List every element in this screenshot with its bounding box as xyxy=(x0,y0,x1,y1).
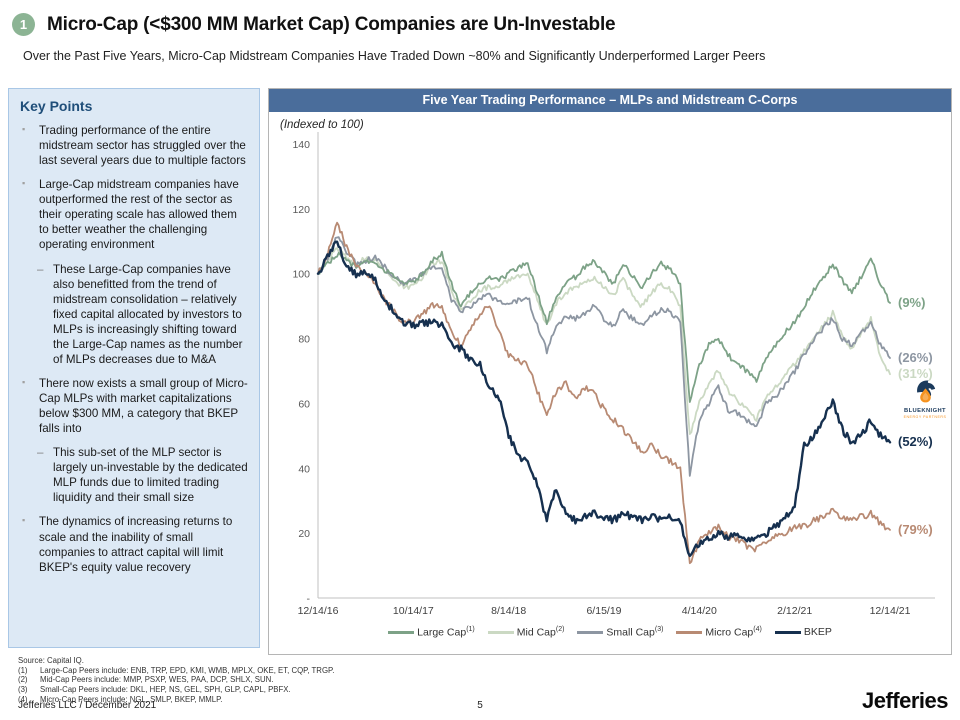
square-bullet-icon: ▪ xyxy=(22,515,26,526)
footnote-item: (2) Mid-Cap Peers include: MMP, PSXP, WES… xyxy=(18,675,274,685)
blueknight-logo-subtext: ENERGY PARTNERS xyxy=(903,414,947,419)
key-point-item: ▪ The dynamics of increasing returns to s… xyxy=(22,515,233,574)
key-point-item: ▪ Large-Cap midstream companies have outp… xyxy=(22,178,239,252)
footnote-item: (4) Micro-Cap Peers include: NGL, SMLP, B… xyxy=(18,694,223,704)
chart-axis-note: (Indexed to 100) xyxy=(280,119,364,131)
end-label-mid-cap: (31%) xyxy=(898,366,933,382)
blueknight-logo-name: BLUEKNIGHT xyxy=(904,408,946,414)
jefferies-logo: Jefferies xyxy=(861,688,949,713)
y-tick-label: 20 xyxy=(298,528,310,540)
y-zero-label: - xyxy=(307,593,311,605)
chart-legend: Large Cap(1) Mid Cap(2) Small Cap(3) Micro … xyxy=(269,626,951,639)
x-tick-label: 8/14/18 xyxy=(491,605,526,617)
blueknight-horse-icon xyxy=(916,380,935,403)
legend-swatch-icon xyxy=(676,630,703,634)
y-tick-label: 100 xyxy=(292,269,310,281)
chart-plot: 140 120 100 80 60 40 20 -12/14/16 10/14/17 8/14/1… xyxy=(292,132,935,617)
slide-number-badge: 1 xyxy=(12,13,35,36)
legend-label: Large Cap(1) xyxy=(417,626,475,639)
title-row: 1 Micro-Cap (<$300 MM Market Cap) Compan… xyxy=(12,13,616,36)
footnote-item: (3) Small-Cap Peers include: DKL, HEP, NS… xyxy=(18,685,291,695)
key-points-panel: Key Points ▪ Trading performance of the e… xyxy=(8,88,260,648)
x-tick-label: 12/14/16 xyxy=(298,605,339,617)
key-point-item: ▪ Trading performance of the entire midst… xyxy=(22,124,246,168)
series-line-micro-cap xyxy=(317,221,891,565)
legend-swatch-icon xyxy=(487,630,514,634)
square-bullet-icon: ▪ xyxy=(22,178,26,189)
y-tick-label: 60 xyxy=(298,398,310,410)
page-number: 5 xyxy=(477,700,483,711)
series-line-small-cap xyxy=(317,236,891,477)
footer-company-date: Jefferies LLC / December 2021 xyxy=(18,700,157,711)
dash-bullet-icon: – xyxy=(37,446,44,460)
legend-label: BKEP xyxy=(803,626,832,639)
legend-swatch-icon xyxy=(577,630,604,634)
legend-item-bkep: BKEP xyxy=(774,626,832,639)
source-note: Source: Capital IQ. xyxy=(18,656,84,665)
key-point-item: – This sub-set of the MLP sector is large… xyxy=(37,446,248,505)
key-point-item: ▪ There now exists a small group of Micro… xyxy=(22,376,248,436)
legend-item-small-cap: Small Cap(3) xyxy=(577,626,663,639)
x-tick-label: 10/14/17 xyxy=(393,605,434,617)
dash-bullet-icon: – xyxy=(37,262,44,276)
x-tick-label: 4/14/20 xyxy=(682,605,717,617)
legend-label: Micro Cap(4) xyxy=(705,626,762,639)
key-point-item: – These Large-Cap companies have also ben… xyxy=(37,262,243,366)
end-label-large-cap: (9%) xyxy=(898,294,926,310)
legend-label: Small Cap(3) xyxy=(606,626,664,639)
legend-item-micro-cap: Micro Cap(4) xyxy=(676,626,762,639)
footnote-list: (1) Large-Cap Peers include: ENB, TRP, EP… xyxy=(18,666,334,705)
footer: Jefferies LLC / December 2021 5 Jefferie… xyxy=(0,688,960,717)
legend-label: Mid Cap(2) xyxy=(516,626,565,639)
x-tick-label: 6/15/19 xyxy=(586,605,621,617)
y-tick-label: 140 xyxy=(292,139,310,151)
footnote-item: (1) Large-Cap Peers include: ENB, TRP, EP… xyxy=(18,665,335,675)
footnotes: Source: Capital IQ. (1) Large-Cap Peers i… xyxy=(18,656,334,705)
x-tick-label: 2/12/21 xyxy=(777,605,812,617)
y-tick-label: 80 xyxy=(298,334,310,346)
series-line-bkep xyxy=(316,240,892,558)
legend-swatch-icon xyxy=(774,630,801,634)
y-tick-label: 40 xyxy=(298,463,310,475)
end-label-small-cap: (26%) xyxy=(898,350,933,366)
blueknight-logo: BLUEKNIGHT ENERGY PARTNERS xyxy=(898,378,952,419)
chart-title: Five Year Trading Performance – MLPs and… xyxy=(269,89,951,112)
square-bullet-icon: ▪ xyxy=(22,124,26,134)
end-label-bkep: (52%) xyxy=(898,434,933,450)
series-line-large-cap xyxy=(317,250,891,403)
page-subtitle: Over the Past Five Years, Micro-Cap Mids… xyxy=(23,49,766,63)
legend-item-large-cap: Large Cap(1) xyxy=(388,626,475,639)
legend-item-mid-cap: Mid Cap(2) xyxy=(487,626,565,639)
x-tick-label: 12/14/21 xyxy=(870,605,911,617)
legend-swatch-icon xyxy=(388,630,415,634)
square-bullet-icon: ▪ xyxy=(22,376,26,387)
end-label-micro-cap: (79%) xyxy=(898,521,933,537)
chart-body: (Indexed to 100) 140 120 100 80 60 40 20-12/14… xyxy=(269,112,951,654)
y-tick-label: 120 xyxy=(292,204,310,216)
key-points-heading: Key Points xyxy=(20,98,93,114)
page-title: Micro-Cap (<$300 MM Market Cap) Companie… xyxy=(47,13,616,35)
key-points-list: ▪ Trading performance of the entire midst… xyxy=(20,123,248,575)
series-line-mid-cap xyxy=(317,247,891,436)
chart-panel: Five Year Trading Performance – MLPs and… xyxy=(268,88,952,655)
